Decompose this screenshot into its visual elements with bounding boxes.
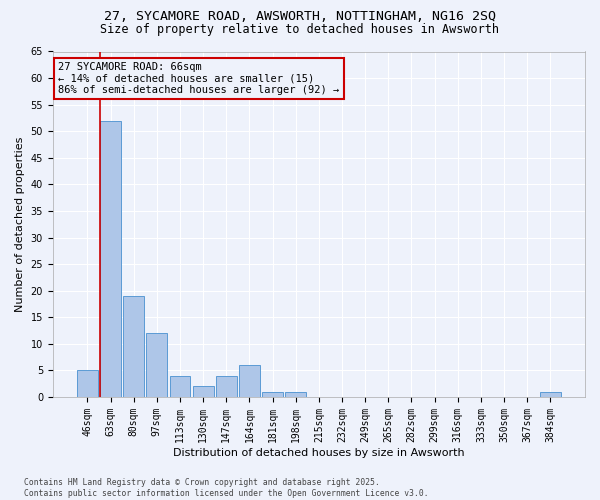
Bar: [146, 333, 167, 397]
X-axis label: Distribution of detached houses by size in Awsworth: Distribution of detached houses by size …: [173, 448, 465, 458]
Bar: [77, 370, 98, 397]
Bar: [262, 392, 283, 397]
Bar: [286, 392, 306, 397]
Bar: [100, 120, 121, 397]
Bar: [239, 365, 260, 397]
Text: Contains HM Land Registry data © Crown copyright and database right 2025.
Contai: Contains HM Land Registry data © Crown c…: [24, 478, 428, 498]
Bar: [193, 386, 214, 397]
Bar: [216, 376, 237, 397]
Y-axis label: Number of detached properties: Number of detached properties: [15, 136, 25, 312]
Text: 27, SYCAMORE ROAD, AWSWORTH, NOTTINGHAM, NG16 2SQ: 27, SYCAMORE ROAD, AWSWORTH, NOTTINGHAM,…: [104, 10, 496, 24]
Text: Size of property relative to detached houses in Awsworth: Size of property relative to detached ho…: [101, 24, 499, 36]
Text: 27 SYCAMORE ROAD: 66sqm
← 14% of detached houses are smaller (15)
86% of semi-de: 27 SYCAMORE ROAD: 66sqm ← 14% of detache…: [58, 62, 340, 95]
Bar: [170, 376, 190, 397]
Bar: [123, 296, 144, 397]
Bar: [540, 392, 561, 397]
